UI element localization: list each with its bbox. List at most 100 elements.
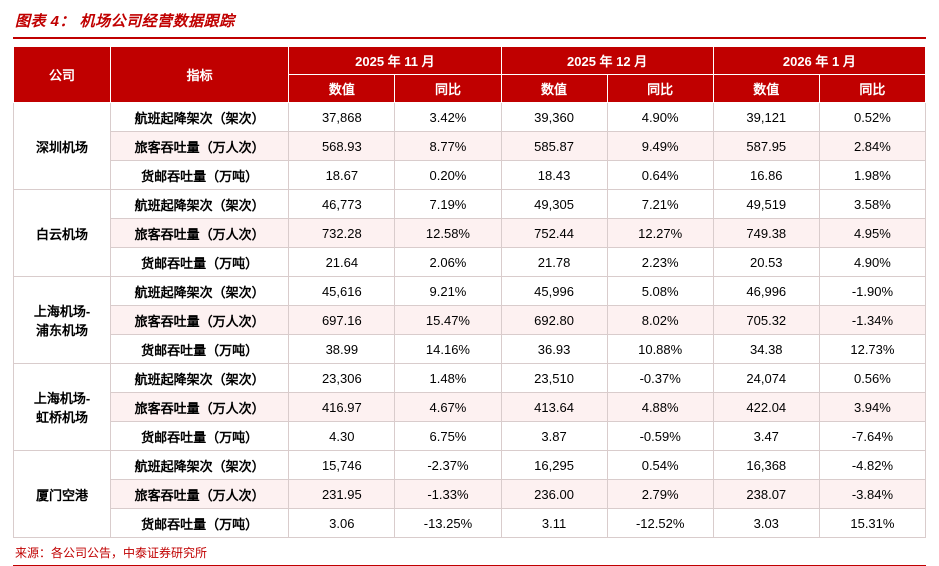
- value-cell: 46,996: [712, 276, 820, 306]
- value-cell: 39,121: [712, 102, 820, 132]
- yoy-cell: -1.90%: [818, 276, 927, 306]
- yoy-cell: 1.98%: [818, 160, 927, 190]
- indicator-cell: 航班起降架次（架次）: [110, 189, 290, 219]
- value-cell: 705.32: [712, 305, 820, 335]
- company-cell: 上海机场- 虹桥机场: [12, 363, 112, 451]
- value-cell: 236.00: [500, 479, 608, 509]
- value-cell: 49,305: [500, 189, 608, 219]
- yoy-cell: 2.79%: [606, 479, 714, 509]
- subheader-yoy: 同比: [606, 74, 714, 103]
- indicator-cell: 旅客吞吐量（万人次）: [110, 218, 290, 248]
- value-cell: 3.47: [712, 421, 820, 451]
- yoy-cell: -1.34%: [818, 305, 927, 335]
- table-header: 公司 指标 2025 年 11 月 2025 年 12 月 2026 年 1 月数值 同比…: [12, 46, 927, 103]
- source-note: 来源：各公司公告，中泰证券研究所: [15, 546, 208, 560]
- yoy-cell: 4.95%: [818, 218, 927, 248]
- yoy-cell: 0.52%: [818, 102, 927, 132]
- figure-title: 图表 4： 机场公司经营数据跟踪: [13, 6, 926, 39]
- value-cell: 24,074: [712, 363, 820, 393]
- value-cell: 3.06: [288, 508, 396, 538]
- value-cell: 732.28: [288, 218, 396, 248]
- indicator-cell: 航班起降架次（架次）: [110, 276, 290, 306]
- yoy-cell: 4.90%: [606, 102, 714, 132]
- value-cell: 231.95: [288, 479, 396, 509]
- indicator-cell: 货邮吞吐量（万吨）: [110, 421, 290, 451]
- value-cell: 697.16: [288, 305, 396, 335]
- yoy-cell: 15.47%: [394, 305, 502, 335]
- yoy-cell: 6.75%: [394, 421, 502, 451]
- company-cell: 上海机场- 浦东机场: [12, 276, 112, 364]
- yoy-cell: 4.90%: [818, 247, 927, 277]
- indicator-cell: 旅客吞吐量（万人次）: [110, 305, 290, 335]
- table-row: 货邮吞吐量（万吨） 3.06 -13.25% 3.11 -12.52% 3.03 15.31…: [14, 508, 927, 538]
- yoy-cell: 4.88%: [606, 392, 714, 422]
- header-company: 公司: [12, 46, 112, 103]
- value-cell: 422.04: [712, 392, 820, 422]
- value-cell: 21.64: [288, 247, 396, 277]
- table-row: 旅客吞吐量（万人次） 416.97 4.67% 413.64 4.88% 422.04 3.…: [14, 392, 927, 422]
- yoy-cell: 1.48%: [394, 363, 502, 393]
- yoy-cell: 12.27%: [606, 218, 714, 248]
- yoy-cell: 7.19%: [394, 189, 502, 219]
- airport-tracking-table: 公司 指标 2025 年 11 月 2025 年 12 月 2026 年 1 月数值 同比…: [12, 46, 927, 538]
- value-cell: 37,868: [288, 102, 396, 132]
- yoy-cell: -12.52%: [606, 508, 714, 538]
- subheader-yoy: 同比: [818, 74, 927, 103]
- yoy-cell: -0.37%: [606, 363, 714, 393]
- indicator-cell: 货邮吞吐量（万吨）: [110, 508, 290, 538]
- table-row: 上海机场- 浦东机场 航班起降架次（架次） 45,616 9.21% 45,996 5.0…: [12, 276, 927, 364]
- indicator-cell: 航班起降架次（架次）: [110, 450, 290, 480]
- value-cell: 46,773: [288, 189, 396, 219]
- yoy-cell: 0.56%: [818, 363, 927, 393]
- yoy-cell: 3.58%: [818, 189, 927, 219]
- value-cell: 16.86: [712, 160, 820, 190]
- value-cell: 15,746: [288, 450, 396, 480]
- value-cell: 3.11: [500, 508, 608, 538]
- indicator-cell: 货邮吞吐量（万吨）: [110, 247, 290, 277]
- value-cell: 16,368: [712, 450, 820, 480]
- yoy-cell: 4.67%: [394, 392, 502, 422]
- value-cell: 20.53: [712, 247, 820, 277]
- yoy-cell: 0.64%: [606, 160, 714, 190]
- table-row: 旅客吞吐量（万人次） 568.93 8.77% 585.87 9.49% 587.95 2.…: [14, 131, 927, 161]
- subheader-value: 数值: [500, 74, 608, 103]
- yoy-cell: -7.64%: [818, 421, 927, 451]
- value-cell: 45,996: [500, 276, 608, 306]
- subheader-value: 数值: [712, 74, 820, 103]
- yoy-cell: 12.73%: [818, 334, 927, 364]
- indicator-cell: 旅客吞吐量（万人次）: [110, 131, 290, 161]
- value-cell: 34.38: [712, 334, 820, 364]
- table-row: 货邮吞吐量（万吨） 21.64 2.06% 21.78 2.23% 20.53 4.90%: [14, 247, 927, 277]
- table-row: 白云机场 航班起降架次（架次） 46,773 7.19% 49,305 7.21% 49,5…: [12, 189, 927, 277]
- indicator-cell: 旅客吞吐量（万人次）: [110, 392, 290, 422]
- indicator-cell: 货邮吞吐量（万吨）: [110, 160, 290, 190]
- yoy-cell: 2.06%: [394, 247, 502, 277]
- value-cell: 23,306: [288, 363, 396, 393]
- value-cell: 3.03: [712, 508, 820, 538]
- yoy-cell: -1.33%: [394, 479, 502, 509]
- value-cell: 692.80: [500, 305, 608, 335]
- value-cell: 39,360: [500, 102, 608, 132]
- value-cell: 587.95: [712, 131, 820, 161]
- value-cell: 49,519: [712, 189, 820, 219]
- value-cell: 238.07: [712, 479, 820, 509]
- table-body: 深圳机场 航班起降架次（架次） 37,868 3.42% 39,360 4.90% 39,1…: [12, 102, 927, 538]
- table-row: 旅客吞吐量（万人次） 231.95 -1.33% 236.00 2.79% 238.07-…: [14, 479, 927, 509]
- yoy-cell: 12.58%: [394, 218, 502, 248]
- yoy-cell: 14.16%: [394, 334, 502, 364]
- value-cell: 38.99: [288, 334, 396, 364]
- yoy-cell: 15.31%: [818, 508, 927, 538]
- yoy-cell: 7.21%: [606, 189, 714, 219]
- subheader-value: 数值: [288, 74, 396, 103]
- header-indicator: 指标: [110, 46, 290, 103]
- table-row: 深圳机场 航班起降架次（架次） 37,868 3.42% 39,360 4.90% 39,1…: [12, 102, 927, 190]
- value-cell: 752.44: [500, 218, 608, 248]
- month-group-header: 2026 年 1 月: [712, 46, 927, 75]
- yoy-cell: 2.84%: [818, 131, 927, 161]
- subheader-yoy: 同比: [394, 74, 502, 103]
- indicator-cell: 货邮吞吐量（万吨）: [110, 334, 290, 364]
- value-cell: 45,616: [288, 276, 396, 306]
- value-cell: 18.67: [288, 160, 396, 190]
- value-cell: 416.97: [288, 392, 396, 422]
